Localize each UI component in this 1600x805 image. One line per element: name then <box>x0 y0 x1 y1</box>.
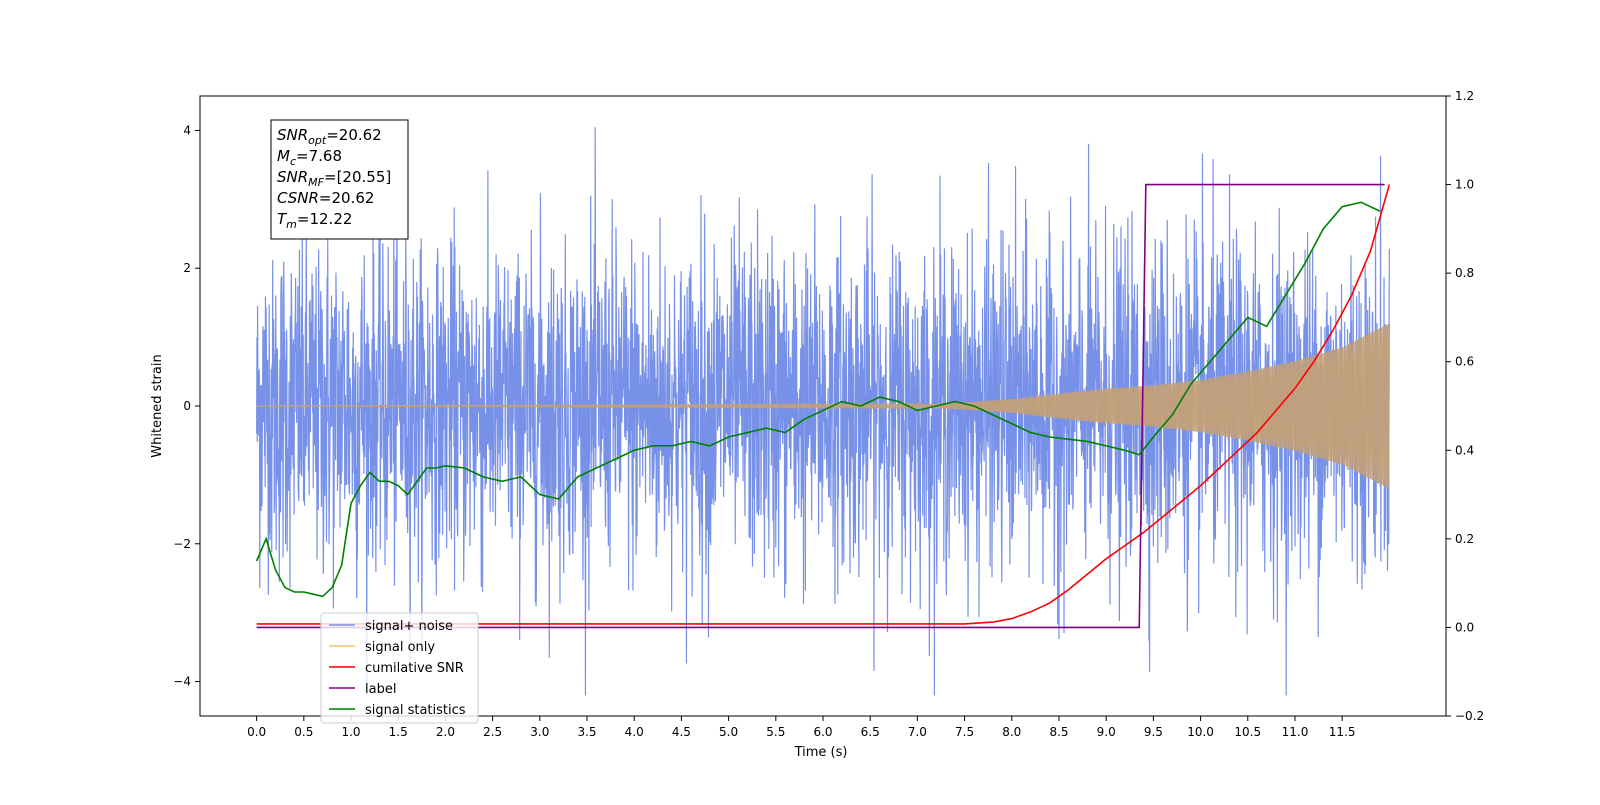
x-tick-label: 10.5 <box>1234 725 1261 739</box>
y-right-tick-label: −0.2 <box>1455 709 1484 723</box>
y-right-tick-label: 1.2 <box>1455 89 1474 103</box>
x-tick-label: 2.5 <box>483 725 502 739</box>
x-tick-label: 7.0 <box>908 725 927 739</box>
series-signal-statistics <box>255 201 1381 598</box>
y-axis-left: 4 2 0 −2 −4 <box>173 123 200 689</box>
x-tick-label: 8.0 <box>1002 725 1021 739</box>
x-tick-label: 8.5 <box>1049 725 1068 739</box>
annotation-subscript: m <box>286 218 297 231</box>
annotation-frame <box>270 119 409 240</box>
y-axis-right: 1.2 1.0 0.8 0.6 0.4 0.2 0.0 −0.2 <box>1446 89 1484 723</box>
legend: signal+ noise signal only cumilative SNR la… <box>320 612 479 724</box>
x-tick-label: 10.0 <box>1187 725 1214 739</box>
annotation-symbol: M <box>277 147 290 165</box>
x-tick-label: 5.5 <box>766 725 785 739</box>
annotation-subscript: c <box>290 155 296 168</box>
x-tick-label: 0.5 <box>294 725 313 739</box>
annotation-value: =12.22 <box>297 210 353 228</box>
x-tick-label: 11.0 <box>1282 725 1309 739</box>
legend-label: signal+ noise <box>365 619 453 634</box>
x-tick-label: 0.0 <box>247 725 266 739</box>
annotation-line: Tm=12.22 <box>277 210 352 231</box>
x-tick-label: 6.0 <box>813 725 832 739</box>
y-tick-label: 2 <box>183 261 191 275</box>
annotation-box: SNRopt=20.62Mc=7.68SNRMF=[20.55]CSNR=20.… <box>270 119 409 240</box>
x-tick-label: 1.0 <box>341 725 360 739</box>
y-right-tick-label: 0.6 <box>1455 355 1474 369</box>
annotation-value: =20.62 <box>326 126 382 144</box>
series-signal-noise <box>256 127 1390 696</box>
x-axis-label: Time (s) <box>794 745 848 760</box>
annotation-value: =[20.55] <box>324 168 391 186</box>
legend-label: signal only <box>365 640 435 655</box>
series-cumilative-snr <box>256 184 1391 625</box>
legend-frame <box>320 612 479 724</box>
y-tick-label: −4 <box>173 675 191 689</box>
x-tick-label: 9.0 <box>1097 725 1116 739</box>
annotation-subscript: opt <box>308 134 327 147</box>
annotation-subscript: MF <box>308 176 324 189</box>
x-tick-label: 2.0 <box>436 725 455 739</box>
x-tick-label: 9.5 <box>1144 725 1163 739</box>
annotation-symbol: T <box>277 210 288 228</box>
y-tick-label: 4 <box>183 123 191 137</box>
x-tick-label: 6.5 <box>861 725 880 739</box>
annotation-value: =7.68 <box>296 147 342 165</box>
annotation-symbol: CSNR <box>277 189 319 207</box>
annotation-line: SNRopt=20.62 <box>277 126 382 147</box>
annotation-line: SNRMF=[20.55] <box>277 168 391 189</box>
x-tick-label: 3.0 <box>530 725 549 739</box>
y-right-tick-label: 0.0 <box>1455 620 1474 634</box>
annotation-value: =20.62 <box>319 189 375 207</box>
annotation-symbol: SNR <box>277 126 308 144</box>
legend-label: label <box>365 682 396 697</box>
y-right-tick-label: 0.2 <box>1455 532 1474 546</box>
x-tick-label: 4.5 <box>672 725 691 739</box>
annotation-line: CSNR=20.62 <box>277 189 374 207</box>
annotation-symbol: SNR <box>277 168 308 186</box>
y-tick-label: 0 <box>183 399 191 413</box>
y-right-tick-label: 0.8 <box>1455 266 1474 280</box>
x-tick-label: 1.5 <box>389 725 408 739</box>
x-tick-label: 3.5 <box>577 725 596 739</box>
y-right-tick-label: 0.4 <box>1455 443 1474 457</box>
x-tick-label: 7.5 <box>955 725 974 739</box>
x-tick-label: 5.0 <box>719 725 738 739</box>
series-label <box>256 183 1385 629</box>
x-tick-label: 11.5 <box>1329 725 1356 739</box>
y-tick-label: −2 <box>173 537 191 551</box>
y-axis-label: Whitened strain <box>150 354 165 457</box>
x-tick-label: 4.0 <box>625 725 644 739</box>
legend-label: cumilative SNR <box>365 661 464 676</box>
y-right-tick-label: 1.0 <box>1455 178 1474 192</box>
annotation-line: Mc=7.68 <box>277 147 342 168</box>
legend-label: signal statistics <box>365 703 466 718</box>
x-axis: 0.0 0.5 1.0 1.5 2.0 2.5 3.0 3.5 4.0 4.5 5.0 5.5 6.0 6… <box>247 716 1356 739</box>
series-signal-only <box>256 323 1391 489</box>
series-layer <box>255 127 1391 696</box>
